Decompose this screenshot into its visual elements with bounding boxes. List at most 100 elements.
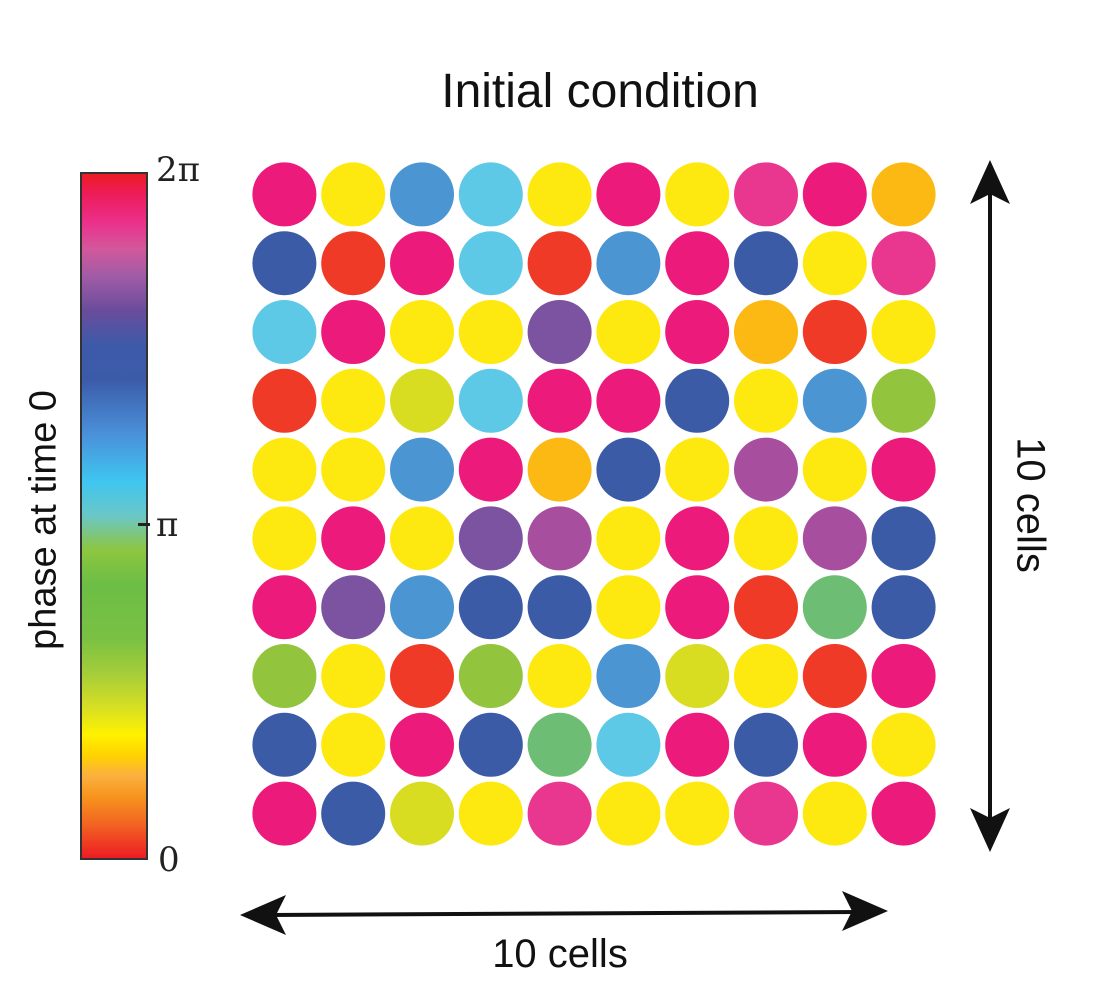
vertical-double-arrow-icon — [970, 160, 1010, 852]
cell-r10-c2 — [321, 781, 386, 846]
cell-r10-c9 — [802, 781, 867, 846]
cell-r6-c8 — [734, 506, 798, 571]
cell-r1-c3 — [390, 162, 454, 227]
cell-r1-c5 — [527, 162, 592, 227]
cell-r4-c6 — [596, 368, 661, 433]
colorbar-label-zero: 0 — [158, 840, 180, 880]
cell-r9-c8 — [734, 712, 798, 777]
cell-r8-c4 — [458, 644, 523, 708]
colorbar-label-pi: π — [156, 505, 179, 545]
cell-r5-c8 — [734, 437, 798, 502]
cell-r3-c2 — [321, 300, 386, 364]
cell-r9-c7 — [665, 712, 730, 777]
cell-r8-c7 — [665, 644, 730, 708]
cell-r5-c4 — [458, 437, 523, 502]
cell-r1-c1 — [252, 162, 317, 227]
cell-r7-c8 — [734, 575, 798, 640]
cell-r1-c6 — [596, 162, 661, 227]
colorbar-axis-label: phase at time 0 — [22, 390, 65, 650]
cell-r6-c4 — [458, 506, 523, 571]
cell-r5-c3 — [390, 437, 454, 502]
cell-r6-c2 — [321, 506, 386, 571]
cell-r8-c1 — [252, 644, 317, 708]
cell-r3-c6 — [596, 300, 661, 364]
cell-r2-c5 — [527, 231, 592, 296]
cell-r7-c1 — [252, 575, 317, 640]
cell-r8-c5 — [527, 644, 592, 708]
cell-r4-c1 — [252, 368, 317, 433]
cell-r2-c7 — [665, 231, 730, 296]
cell-r7-c3 — [390, 575, 454, 640]
cell-r5-c1 — [252, 437, 317, 502]
cell-r6-c9 — [802, 506, 867, 571]
cell-grid — [250, 160, 938, 848]
cell-r3-c1 — [252, 300, 317, 364]
cell-r6-c3 — [390, 506, 454, 571]
cell-r1-c10 — [871, 162, 936, 227]
cell-r7-c2 — [321, 575, 386, 640]
horizontal-cell-count-label: 10 cells — [492, 932, 628, 976]
cell-r8-c10 — [871, 644, 936, 708]
cell-r3-c4 — [458, 300, 523, 364]
cell-r10-c1 — [252, 781, 317, 846]
cell-r2-c2 — [321, 231, 386, 296]
cell-r10-c7 — [665, 781, 730, 846]
cell-r7-c9 — [802, 575, 867, 640]
cell-r1-c9 — [802, 162, 867, 227]
cell-r1-c8 — [734, 162, 798, 227]
cell-r9-c6 — [596, 712, 661, 777]
cell-r9-c5 — [527, 712, 592, 777]
cell-r2-c10 — [871, 231, 936, 296]
cell-r10-c10 — [871, 781, 936, 846]
cell-r2-c1 — [252, 231, 317, 296]
cell-r2-c9 — [802, 231, 867, 296]
cell-r7-c7 — [665, 575, 730, 640]
cell-r3-c7 — [665, 300, 730, 364]
cell-r9-c9 — [802, 712, 867, 777]
cell-r6-c1 — [252, 506, 317, 571]
cell-r8-c2 — [321, 644, 386, 708]
cell-r7-c4 — [458, 575, 523, 640]
cell-r1-c4 — [458, 162, 523, 227]
cell-r7-c6 — [596, 575, 661, 640]
colorbar-label-2pi: 2π — [156, 150, 200, 190]
vertical-cell-count-label: 10 cells — [1008, 437, 1053, 573]
cell-r6-c10 — [871, 506, 936, 571]
cell-r4-c9 — [802, 368, 867, 433]
cell-r1-c7 — [665, 162, 730, 227]
cell-r3-c9 — [802, 300, 867, 364]
cell-r2-c8 — [734, 231, 798, 296]
horizontal-double-arrow-icon — [240, 891, 888, 935]
cell-r2-c6 — [596, 231, 661, 296]
cell-r4-c2 — [321, 368, 386, 433]
cell-r8-c8 — [734, 644, 798, 708]
cell-r1-c2 — [321, 162, 386, 227]
cell-r9-c3 — [390, 712, 454, 777]
colorbar-tick-mid — [138, 523, 150, 526]
cell-r8-c9 — [802, 644, 867, 708]
cell-r8-c6 — [596, 644, 661, 708]
cell-r5-c2 — [321, 437, 386, 502]
cell-r10-c4 — [458, 781, 523, 846]
cell-r5-c6 — [596, 437, 661, 502]
cell-r10-c3 — [390, 781, 454, 846]
cell-r4-c3 — [390, 368, 454, 433]
cell-r9-c2 — [321, 712, 386, 777]
cell-r3-c10 — [871, 300, 936, 364]
phase-colorbar — [80, 172, 148, 860]
cell-r4-c4 — [458, 368, 523, 433]
cell-r2-c4 — [458, 231, 523, 296]
cell-r10-c6 — [596, 781, 661, 846]
cell-r6-c5 — [527, 506, 592, 571]
cell-r6-c7 — [665, 506, 730, 571]
cell-r10-c5 — [527, 781, 592, 846]
cell-r6-c6 — [596, 506, 661, 571]
cell-r3-c8 — [734, 300, 798, 364]
cell-r4-c7 — [665, 368, 730, 433]
cell-r2-c3 — [390, 231, 454, 296]
cell-r9-c4 — [458, 712, 523, 777]
cell-r4-c8 — [734, 368, 798, 433]
cell-r7-c10 — [871, 575, 936, 640]
cell-r9-c1 — [252, 712, 317, 777]
cell-r5-c9 — [802, 437, 867, 502]
